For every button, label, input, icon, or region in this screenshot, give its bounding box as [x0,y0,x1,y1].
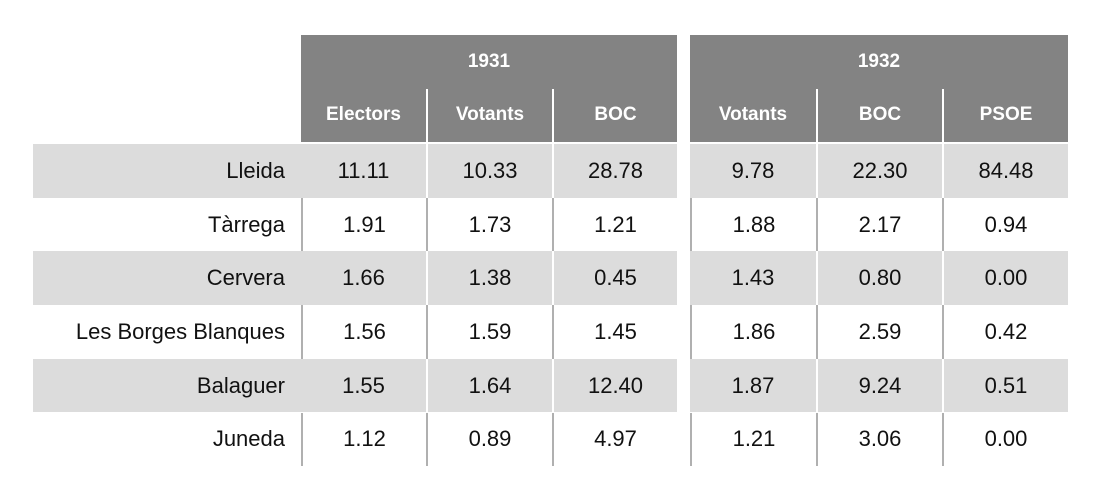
column-header: BOC [554,88,677,142]
data-cell: 0.45 [554,251,677,306]
data-cell: 9.24 [818,358,942,413]
data-cell: 0.00 [942,412,1068,467]
data-cell: 0.42 [942,305,1068,359]
row-label: Lleida [226,157,285,183]
row-label-bg [33,251,301,306]
data-cell: 1.55 [301,358,426,413]
data-cell: 1.21 [690,412,816,467]
data-cell: 1.87 [690,358,816,413]
data-cell: 1.45 [552,305,677,359]
column-header: Votants [428,88,552,142]
group-header: 1932 [690,35,1068,89]
data-cell: 4.97 [552,412,677,467]
data-cell: 0.80 [818,251,942,306]
data-cell: 1.91 [301,197,426,252]
data-cell: 10.33 [428,144,552,198]
data-cell: 1.12 [301,412,426,467]
data-cell: 0.89 [426,412,552,467]
data-cell: 84.48 [944,144,1068,198]
data-cell: 0.00 [944,251,1068,306]
column-header: BOC [818,88,942,142]
data-cell: 22.30 [818,144,942,198]
data-cell: 1.56 [301,305,426,359]
data-cell: 0.51 [944,358,1068,413]
data-cell: 1.64 [428,358,552,413]
data-cell: 1.88 [690,197,816,252]
row-label: Les Borges Blanques [75,318,285,344]
data-cell: 1.59 [426,305,552,359]
data-cell: 1.66 [301,251,426,306]
data-cell: 1.43 [690,251,816,306]
row-label-bg [33,144,301,198]
data-cell: 11.11 [301,144,426,198]
data-cell: 3.06 [816,412,942,467]
data-cell: 12.40 [554,358,677,413]
group-header: 1931 [301,35,677,89]
row-label: Cervera [206,265,285,291]
data-cell: 0.94 [942,197,1068,252]
data-cell: 9.78 [690,144,816,198]
data-cell: 2.59 [816,305,942,359]
data-cell: 28.78 [554,144,677,198]
column-header: Votants [690,88,816,142]
row-label: Juneda [212,426,285,452]
data-cell: 1.86 [690,305,816,359]
row-label-bg [33,358,301,413]
row-label: Balaguer [196,372,285,398]
data-cell: 1.38 [428,251,552,306]
data-cell: 1.21 [552,197,677,252]
column-header: Electors [301,88,426,142]
data-cell: 2.17 [816,197,942,252]
row-label: Tàrrega [207,211,285,237]
data-cell: 1.73 [426,197,552,252]
column-header: PSOE [944,88,1068,142]
